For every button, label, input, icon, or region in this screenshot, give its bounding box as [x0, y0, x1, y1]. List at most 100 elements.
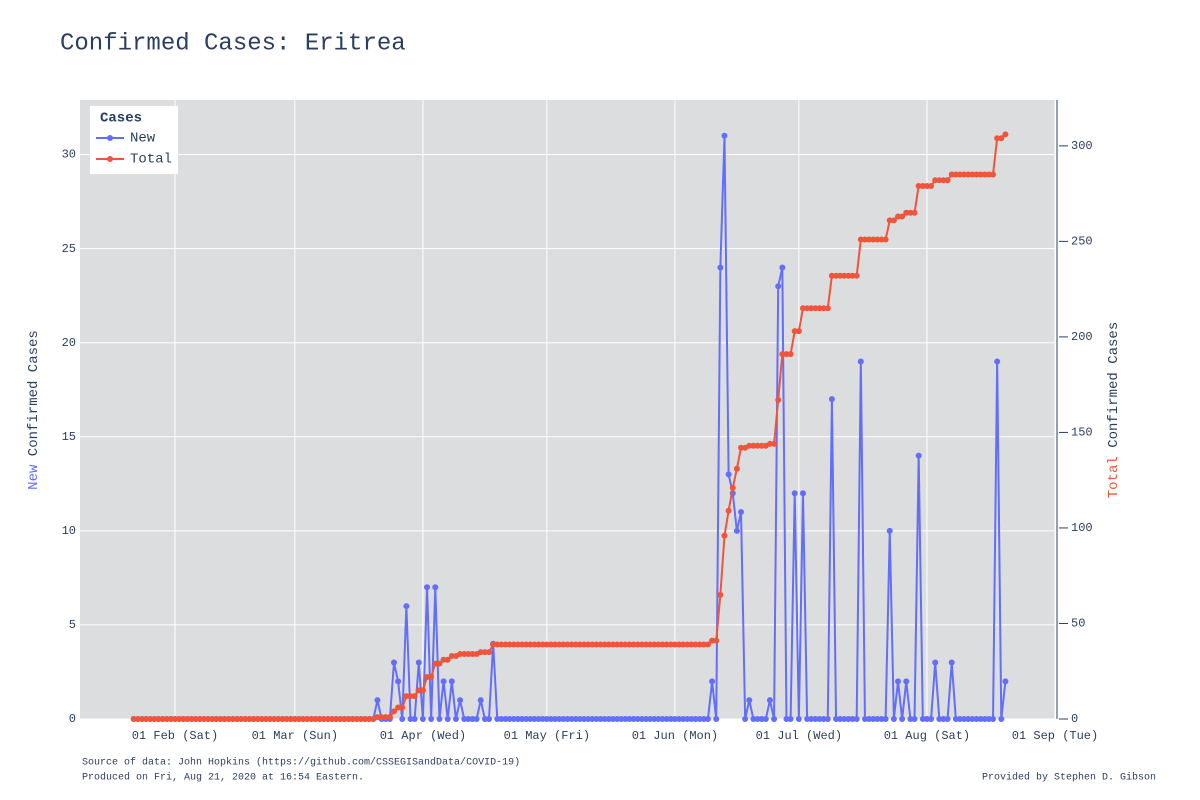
point-marker: [572, 641, 579, 648]
point-marker: [816, 305, 823, 312]
point-marker: [721, 132, 728, 139]
point-marker: [952, 171, 959, 178]
point-marker: [362, 716, 369, 722]
point-marker: [758, 716, 765, 722]
point-marker: [609, 716, 616, 722]
point-marker: [895, 678, 902, 685]
point-marker: [564, 641, 571, 648]
point-marker: [572, 716, 579, 722]
point-marker: [486, 649, 493, 656]
point-marker: [667, 716, 674, 722]
point-marker: [808, 716, 815, 722]
point-marker: [969, 716, 976, 722]
point-marker: [585, 716, 592, 722]
point-marker: [952, 716, 959, 722]
point-marker: [581, 716, 588, 722]
point-marker: [849, 272, 856, 279]
point-marker: [514, 716, 521, 722]
x-tick-label: 01 Mar (Sun): [252, 729, 338, 743]
point-marker: [205, 716, 212, 722]
y2-tick-label: 0: [1071, 712, 1078, 726]
point-marker: [956, 716, 963, 722]
point-marker: [965, 716, 972, 722]
point-marker: [663, 641, 670, 648]
point-marker: [849, 716, 856, 722]
y-axis-title-series: New: [26, 464, 42, 490]
point-marker: [494, 641, 501, 648]
point-marker: [238, 716, 245, 722]
legend-label: Total: [130, 152, 172, 168]
point-marker: [977, 171, 984, 178]
point-marker: [956, 171, 963, 178]
point-marker: [684, 641, 691, 648]
point-marker: [403, 603, 410, 610]
point-marker: [783, 716, 790, 722]
point-marker: [680, 641, 687, 648]
point-marker: [436, 716, 443, 722]
point-marker: [961, 171, 968, 178]
source-note: Source of data: John Hopkins (https://gi…: [82, 757, 520, 769]
point-marker: [985, 171, 992, 178]
point-marker: [552, 641, 559, 648]
point-marker: [601, 641, 608, 648]
point-marker: [998, 135, 1005, 142]
point-marker: [928, 716, 935, 722]
point-marker: [787, 351, 794, 358]
point-marker: [465, 716, 472, 722]
point-marker: [704, 716, 711, 722]
point-marker: [428, 673, 435, 680]
legend-box: [90, 106, 178, 174]
point-marker: [440, 678, 447, 685]
point-marker: [990, 171, 997, 178]
point-marker: [812, 305, 819, 312]
point-marker: [626, 641, 633, 648]
x-tick-label: 01 Feb (Sat): [132, 729, 218, 743]
point-marker: [147, 716, 154, 722]
point-marker: [969, 171, 976, 178]
point-marker: [766, 440, 773, 447]
point-marker: [634, 641, 641, 648]
point-marker: [469, 716, 476, 722]
x-tick-label: 01 Aug (Sat): [884, 729, 970, 743]
point-marker: [944, 716, 951, 722]
point-marker: [316, 716, 323, 722]
y-tick-label: 30: [62, 148, 76, 162]
point-marker: [890, 716, 897, 722]
point-marker: [622, 716, 629, 722]
point-marker: [899, 716, 906, 722]
point-marker: [696, 641, 703, 648]
point-marker: [287, 716, 294, 722]
point-marker: [700, 716, 707, 722]
point-marker: [766, 697, 773, 704]
point-marker: [944, 177, 951, 184]
point-marker: [494, 716, 501, 722]
point-marker: [1002, 131, 1009, 138]
point-marker: [134, 716, 141, 722]
point-marker: [374, 697, 381, 704]
point-marker: [477, 649, 484, 656]
point-marker: [130, 716, 137, 722]
point-marker: [948, 171, 955, 178]
y-axis-title-text: Confirmed Cases: [26, 330, 42, 456]
point-marker: [994, 358, 1001, 365]
point-marker: [424, 584, 431, 591]
point-marker: [721, 532, 728, 539]
point-marker: [754, 716, 761, 722]
point-marker: [746, 442, 753, 449]
point-marker: [138, 716, 145, 722]
point-marker: [291, 716, 298, 722]
point-marker: [965, 171, 972, 178]
point-marker: [878, 716, 885, 722]
point-marker: [824, 305, 831, 312]
point-marker: [407, 716, 414, 722]
point-marker: [519, 716, 526, 722]
point-marker: [985, 716, 992, 722]
point-marker: [229, 716, 236, 722]
y-tick-label: 5: [69, 618, 76, 632]
point-marker: [233, 716, 240, 722]
point-marker: [568, 641, 575, 648]
point-marker: [684, 716, 691, 722]
point-marker: [870, 236, 877, 243]
point-marker: [928, 182, 935, 189]
x-tick-label: 01 Sep (Tue): [1012, 729, 1098, 743]
